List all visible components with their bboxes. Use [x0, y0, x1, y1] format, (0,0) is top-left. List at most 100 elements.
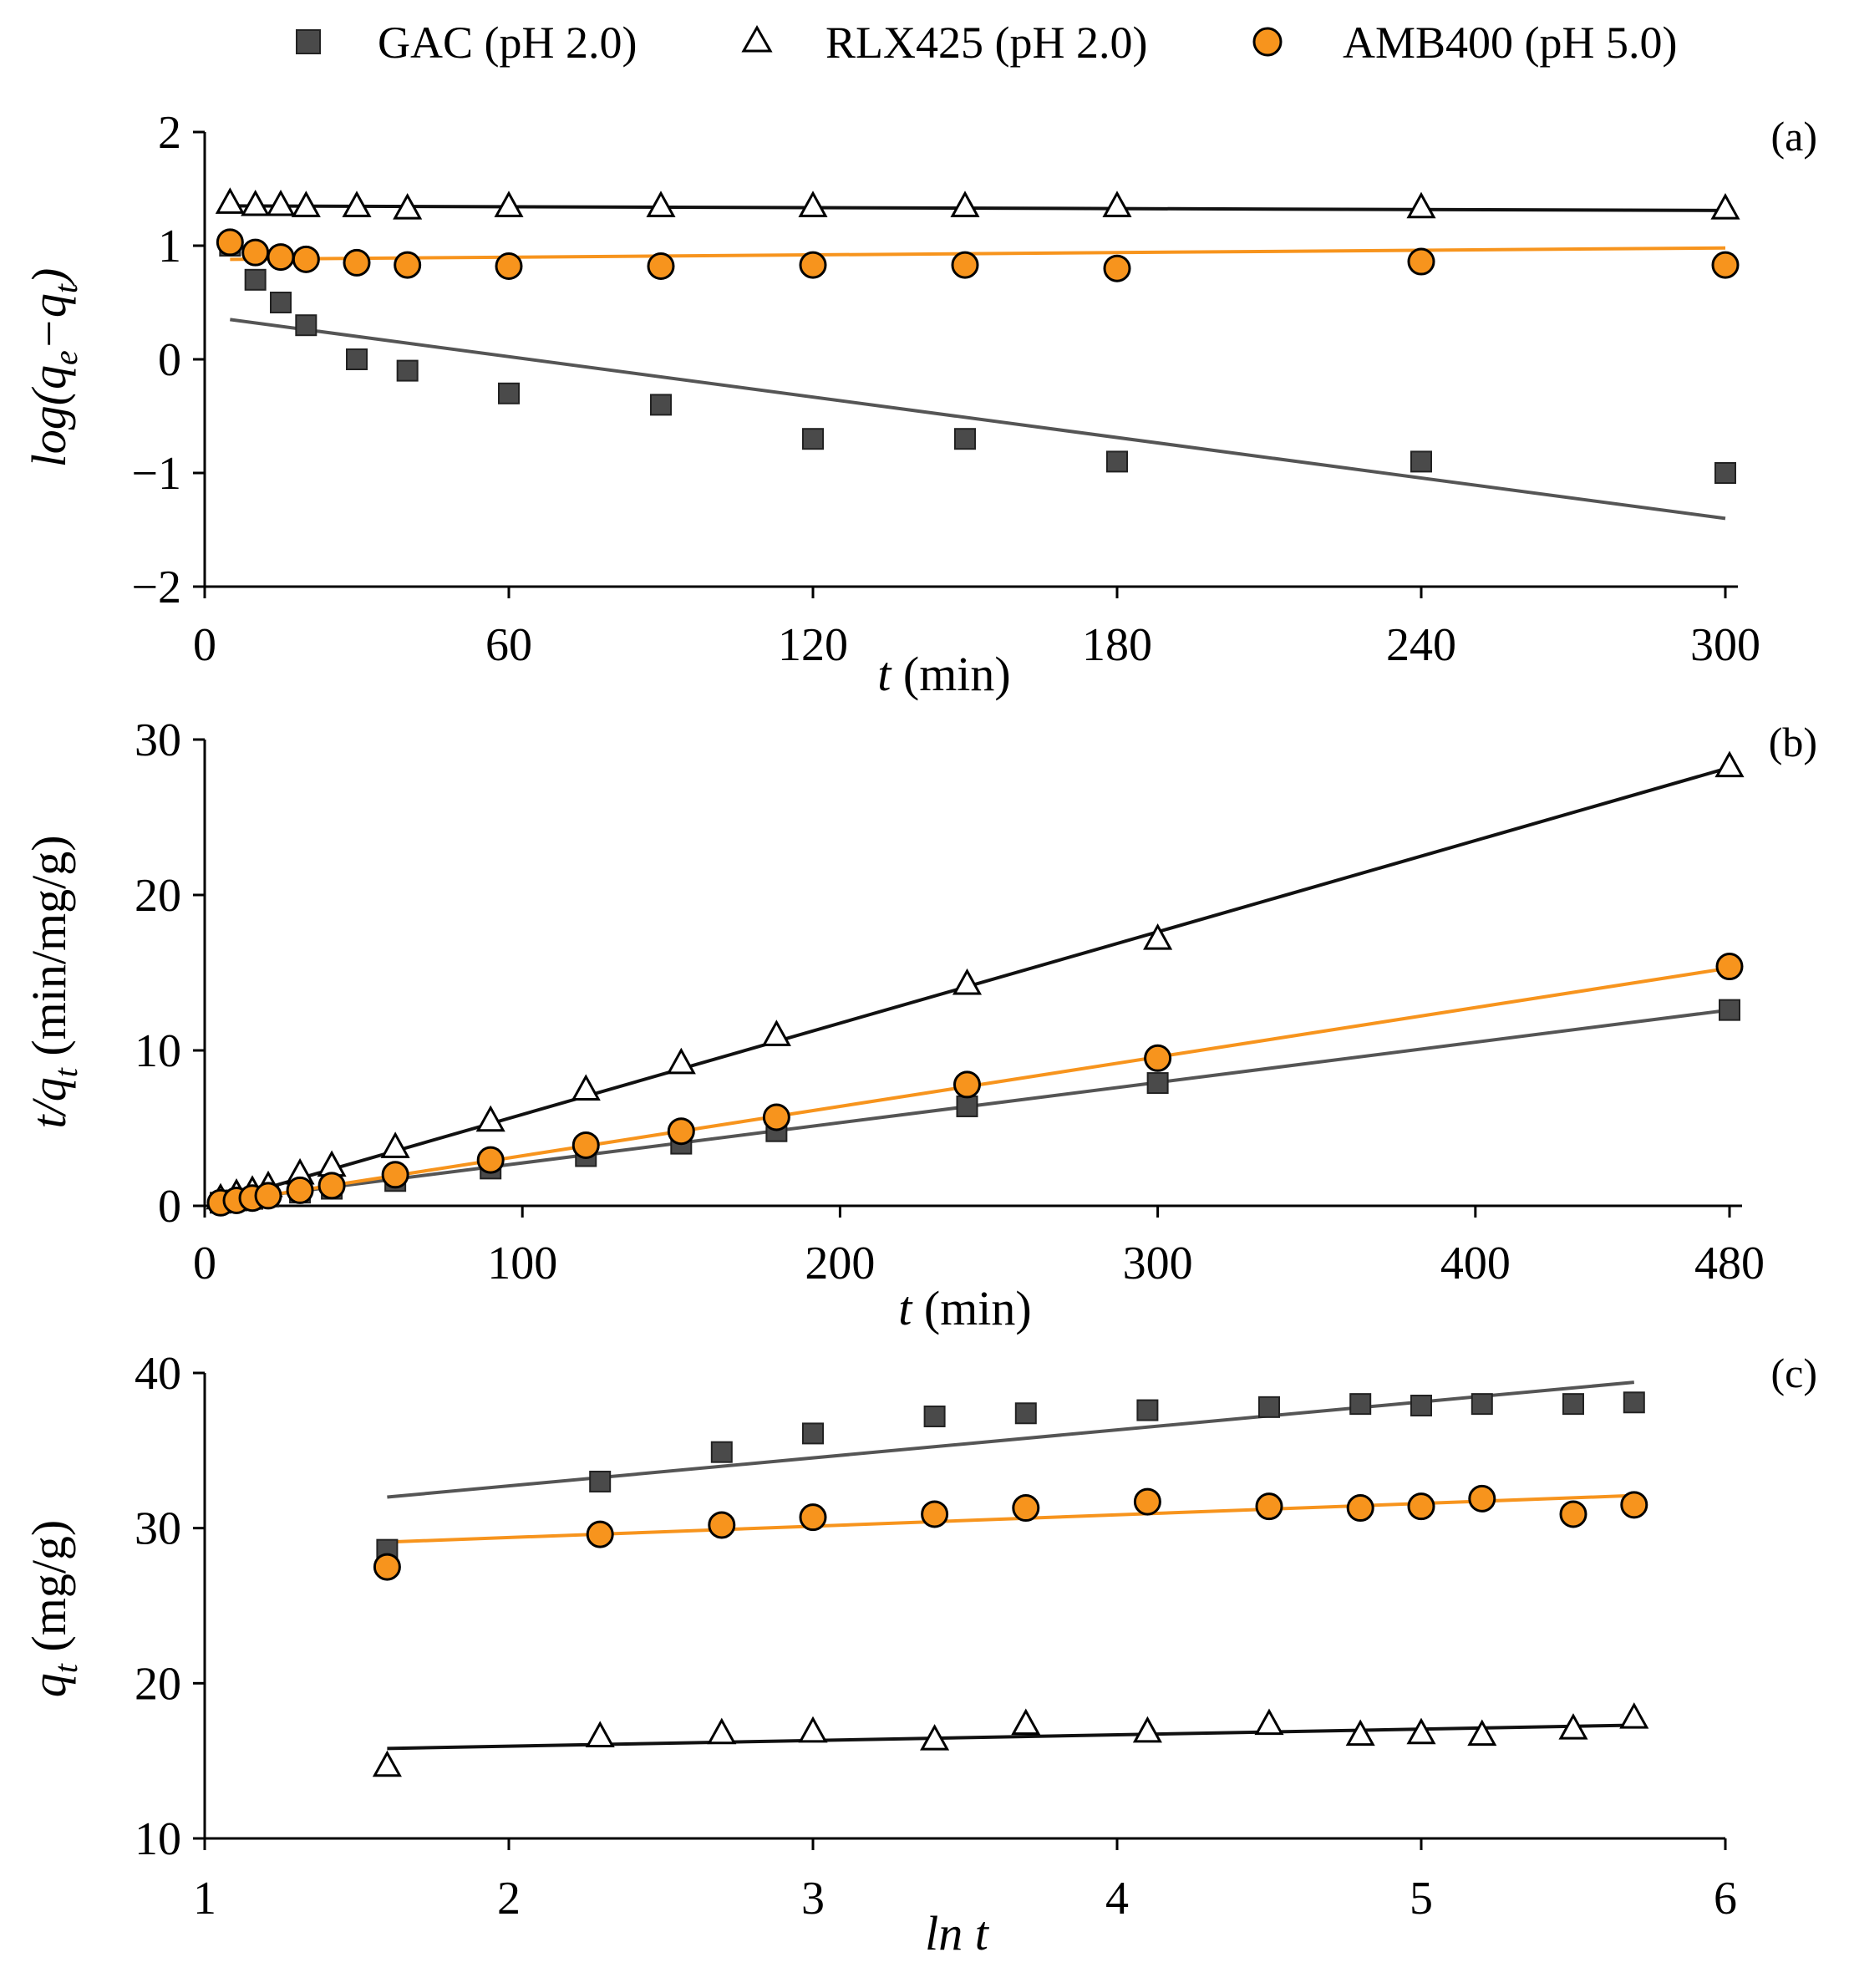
- panel-b-point-rlx425: [1143, 923, 1173, 950]
- panel-c-x-tick-label: 2: [497, 1873, 521, 1924]
- panel-a-point-gac: [346, 348, 368, 370]
- panel-a-point-gac: [1106, 450, 1128, 473]
- panel-c-point-gac: [1471, 1393, 1493, 1416]
- panel-c-point-amb400: [1407, 1492, 1435, 1521]
- panel-b-point-rlx425: [1714, 750, 1745, 778]
- panel-b-x-tick-label: 100: [487, 1238, 557, 1289]
- panel-b-y-label: t/qt (min/mg/g): [22, 835, 84, 1128]
- panel-a-point-gac: [802, 428, 824, 450]
- panel-a-point-rlx425: [266, 189, 296, 216]
- panel-c-y-tick-label: 10: [135, 1813, 181, 1865]
- panel-b-x-label: t (min): [898, 1281, 1031, 1335]
- panel-a-point-amb400: [1103, 254, 1131, 282]
- panel-a-y-tick-label: 0: [158, 334, 181, 386]
- panel-a-point-amb400: [241, 238, 270, 267]
- panel-c-fit-line-rlx425: [387, 1723, 1634, 1751]
- panel-c-point-amb400: [373, 1553, 401, 1581]
- legend-label-rlx425: RLX425 (pH 2.0): [825, 18, 1147, 68]
- panel-a-point-gac: [650, 394, 672, 416]
- panel-b-point-rlx425: [475, 1105, 505, 1132]
- panel-c-point-gac: [802, 1422, 824, 1445]
- panel-a-point-amb400: [343, 248, 371, 277]
- panel-c-point-amb400: [1559, 1500, 1587, 1528]
- panel-a-point-amb400: [495, 252, 523, 280]
- panel-b-point-amb400: [1715, 953, 1744, 981]
- panel-a-point-gac: [954, 428, 976, 450]
- panel-a-point-gac: [244, 268, 267, 291]
- panel-a-point-rlx425: [1102, 191, 1132, 217]
- panel-a-point-gac: [1410, 450, 1432, 473]
- panel-c-point-gac: [1410, 1394, 1432, 1416]
- panel-b-x-tick-label: 480: [1694, 1238, 1765, 1289]
- panel-c-point-amb400: [586, 1520, 614, 1548]
- panel-a-fit-line-amb400: [230, 246, 1726, 262]
- panel-c-point-rlx425: [798, 1716, 828, 1743]
- panel-c-point-amb400: [799, 1503, 827, 1532]
- panel-a-point-rlx425: [215, 187, 245, 214]
- panel-c-point-gac: [923, 1405, 946, 1427]
- panel-a-point-rlx425: [798, 191, 828, 217]
- panel-a-x-tick-label: 300: [1690, 619, 1760, 671]
- panel-c-point-gac: [1349, 1393, 1372, 1416]
- panel-b-points: [206, 750, 1745, 1217]
- panel-c-point-gac: [1014, 1402, 1037, 1425]
- panel-a-x-tick-label: 120: [778, 619, 848, 671]
- panel-c-point-gac: [1562, 1393, 1584, 1416]
- panel-a-y-tick-label: 1: [158, 221, 181, 272]
- panel-b-point-gac: [1719, 999, 1740, 1021]
- legend-marker-gac: [296, 29, 321, 54]
- panel-c-point-amb400: [1346, 1494, 1374, 1523]
- panel-a-point-rlx425: [241, 189, 271, 216]
- panel-a-point-rlx425: [291, 191, 321, 217]
- panel-a-points: [215, 187, 1740, 484]
- panel-b-point-amb400: [381, 1161, 409, 1189]
- panel-c-point-gac: [1136, 1399, 1159, 1421]
- panel-c-point-rlx425: [1406, 1717, 1436, 1745]
- panel-a-fit-line-gac: [230, 318, 1726, 521]
- panel-b-x-tick-label: 300: [1123, 1238, 1193, 1289]
- legend-label-gac: GAC (pH 2.0): [378, 18, 637, 68]
- panel-a-point-amb400: [799, 251, 827, 279]
- panel-b-x-tick-label: 0: [193, 1238, 216, 1289]
- panel-a-point-rlx425: [1406, 191, 1436, 219]
- panel-a-point-gac: [498, 382, 520, 404]
- panel-a-fit-line-rlx425: [230, 204, 1726, 212]
- panel-a-y-tick-label: −2: [131, 562, 181, 613]
- panel-c-x-tick-label: 5: [1410, 1873, 1433, 1924]
- legend-label-amb400: AMB400 (pH 5.0): [1343, 18, 1678, 68]
- panel-b-y-tick-label: 10: [135, 1025, 181, 1077]
- panel-c-point-gac: [1258, 1396, 1280, 1418]
- panel-c-ticks: 10 20 30 40 1 2 3 4 5 6: [135, 1348, 1737, 1924]
- panel-b-point-rlx425: [380, 1131, 410, 1158]
- panel-c-point-gac: [589, 1470, 612, 1492]
- panel-c-x-label: ln t: [925, 1906, 990, 1960]
- panel-b-x-tick-label: 200: [805, 1238, 875, 1289]
- panel-c-point-gac: [1623, 1391, 1645, 1414]
- panel-a-point-gac: [270, 292, 292, 313]
- panel-c-point-amb400: [1620, 1491, 1648, 1519]
- panel-c-point-amb400: [1468, 1484, 1496, 1513]
- panel-c-point-rlx425: [1345, 1719, 1375, 1746]
- panel-a-y-label: log(qe−qt): [22, 268, 84, 468]
- panel-c-label: (c): [1771, 1350, 1818, 1396]
- panel-c-point-rlx425: [1011, 1708, 1041, 1736]
- panel-c-point-amb400: [1133, 1487, 1161, 1516]
- panel-c-x-tick-label: 3: [801, 1873, 825, 1924]
- panel-a-x-tick-label: 0: [193, 619, 216, 671]
- panel-b-point-rlx425: [666, 1047, 696, 1075]
- panel-a-label: (a): [1771, 113, 1818, 160]
- panel-a-y-tick-label: 2: [158, 107, 181, 159]
- panel-b-point-amb400: [571, 1131, 600, 1159]
- panel-b-point-amb400: [762, 1103, 790, 1131]
- panel-a-point-rlx425: [494, 191, 524, 217]
- legend-marker-rlx425: [741, 24, 773, 53]
- legend: GAC (pH 2.0) RLX425 (pH 2.0) AMB400 (pH …: [296, 18, 1678, 68]
- panel-b-point-amb400: [317, 1172, 346, 1200]
- panel-a-x-tick-label: 60: [485, 619, 532, 671]
- panel-a-x-tick-label: 180: [1082, 619, 1152, 671]
- panel-c-point-rlx425: [707, 1717, 737, 1745]
